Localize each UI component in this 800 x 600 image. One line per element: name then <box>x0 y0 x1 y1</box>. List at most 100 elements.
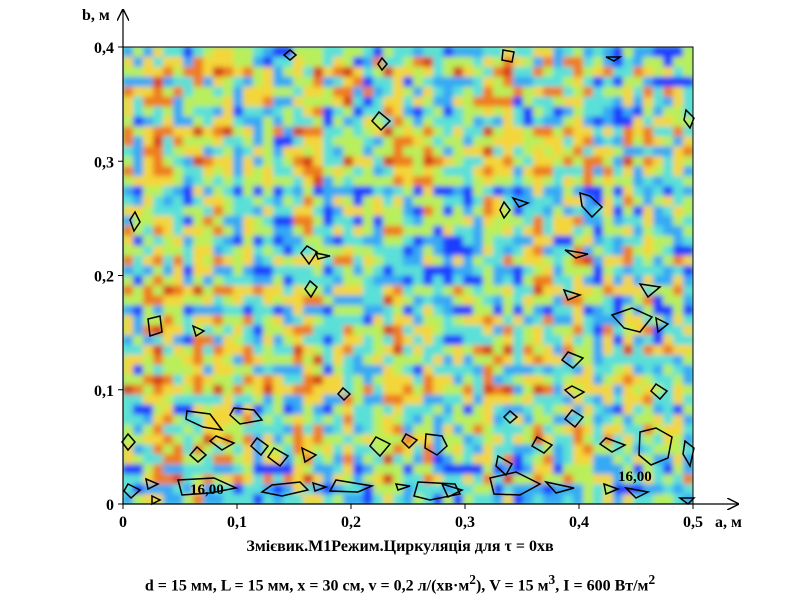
heatmap-cell <box>183 186 194 197</box>
heatmap-cell <box>643 364 654 376</box>
heatmap-cell <box>653 156 664 167</box>
heatmap-cell <box>193 126 204 138</box>
heatmap-cell <box>143 166 154 177</box>
heatmap-cell <box>653 305 664 316</box>
heatmap-cell <box>403 225 414 237</box>
heatmap-cell <box>263 136 274 147</box>
heatmap-cell <box>413 86 424 98</box>
heatmap-cell <box>463 335 474 346</box>
heatmap-cell <box>283 76 294 88</box>
heatmap-cell <box>503 265 514 277</box>
heatmap-cell <box>283 444 294 455</box>
heatmap-cell <box>273 146 284 157</box>
heatmap-cell <box>563 345 574 356</box>
heatmap-cell <box>303 474 314 485</box>
contour-line <box>336 386 352 402</box>
heatmap-cell <box>443 96 454 108</box>
heatmap-cell <box>313 394 324 406</box>
heatmap-cell <box>203 66 214 78</box>
heatmap-cell <box>173 325 184 336</box>
heatmap-cell <box>193 196 204 207</box>
heatmap-cell <box>593 464 604 475</box>
heatmap-cell <box>473 374 484 386</box>
heatmap-cell <box>493 136 504 147</box>
heatmap-cell <box>283 116 294 128</box>
heatmap-cell <box>243 315 254 326</box>
heatmap-cell <box>383 335 394 346</box>
heatmap-cell <box>633 255 644 267</box>
heatmap-cell <box>443 76 454 88</box>
heatmap-cell <box>243 186 254 197</box>
heatmap-cell <box>193 384 204 396</box>
heatmap-cell <box>493 454 504 465</box>
heatmap-cell <box>683 186 693 197</box>
heatmap-cell <box>453 126 464 138</box>
heatmap-cell <box>433 454 444 465</box>
heatmap-cell <box>403 404 414 416</box>
heatmap-cell <box>573 494 584 504</box>
heatmap-cell <box>623 255 634 267</box>
heatmap-cell <box>243 384 254 396</box>
heatmap-cell <box>233 86 244 98</box>
heatmap-cell <box>123 215 134 227</box>
heatmap-cell <box>423 47 434 58</box>
heatmap-cell <box>573 444 584 455</box>
heatmap-cell <box>463 116 474 128</box>
heatmap-cell <box>123 156 134 167</box>
heatmap-cell <box>473 166 484 177</box>
heatmap-cell <box>673 166 684 177</box>
heatmap-cell <box>243 86 254 98</box>
heatmap-cell <box>383 494 394 504</box>
heatmap-cell <box>163 325 174 336</box>
heatmap-cell <box>203 354 214 366</box>
heatmap-cell <box>473 434 484 445</box>
heatmap-cell <box>173 484 184 495</box>
heatmap-cell <box>543 474 554 485</box>
heatmap-cell <box>273 196 284 207</box>
heatmap-cell <box>513 156 524 167</box>
heatmap-cell <box>403 384 414 396</box>
heatmap-cell <box>293 96 304 108</box>
heatmap-cell <box>493 86 504 98</box>
contour-line <box>377 56 388 72</box>
heatmap-cell <box>513 414 524 426</box>
heatmap-cell <box>583 454 594 465</box>
heatmap-cell <box>373 374 384 386</box>
heatmap-cell <box>583 47 594 58</box>
heatmap-cell <box>383 275 394 287</box>
heatmap-cell <box>603 335 614 346</box>
heatmap-cell <box>143 47 154 58</box>
x-tick-label: 0,1 <box>227 514 247 531</box>
heatmap-cell <box>463 414 474 426</box>
heatmap-cell <box>233 106 244 118</box>
heatmap-cell <box>413 235 424 247</box>
heatmap-cell <box>443 474 454 485</box>
heatmap-cell <box>613 394 624 406</box>
heatmap-cell <box>663 86 674 98</box>
heatmap-cell <box>633 474 644 485</box>
heatmap-cell <box>193 354 204 366</box>
heatmap-cell <box>143 196 154 207</box>
heatmap-cell <box>463 196 474 207</box>
heatmap-cell <box>513 255 524 267</box>
heatmap-cell <box>263 156 274 167</box>
heatmap-cell <box>333 255 344 267</box>
heatmap-cell <box>223 215 234 227</box>
heatmap-cell <box>223 335 234 346</box>
heatmap-cell <box>283 245 294 257</box>
heatmap-cell <box>383 235 394 247</box>
heatmap-cell <box>563 106 574 118</box>
heatmap-cell <box>283 464 294 475</box>
heatmap-cell <box>363 96 374 108</box>
heatmap-cell <box>333 275 344 287</box>
heatmap-cell <box>643 166 654 177</box>
heatmap-cell <box>453 47 464 58</box>
heatmap-cell <box>543 255 554 267</box>
heatmap-cell <box>343 474 354 485</box>
heatmap-cell <box>533 325 544 336</box>
heatmap-cell <box>573 305 584 316</box>
heatmap-cell <box>363 56 374 68</box>
heatmap-cell <box>543 374 554 386</box>
heatmap-cell <box>503 444 514 455</box>
heatmap-cell <box>243 474 254 485</box>
